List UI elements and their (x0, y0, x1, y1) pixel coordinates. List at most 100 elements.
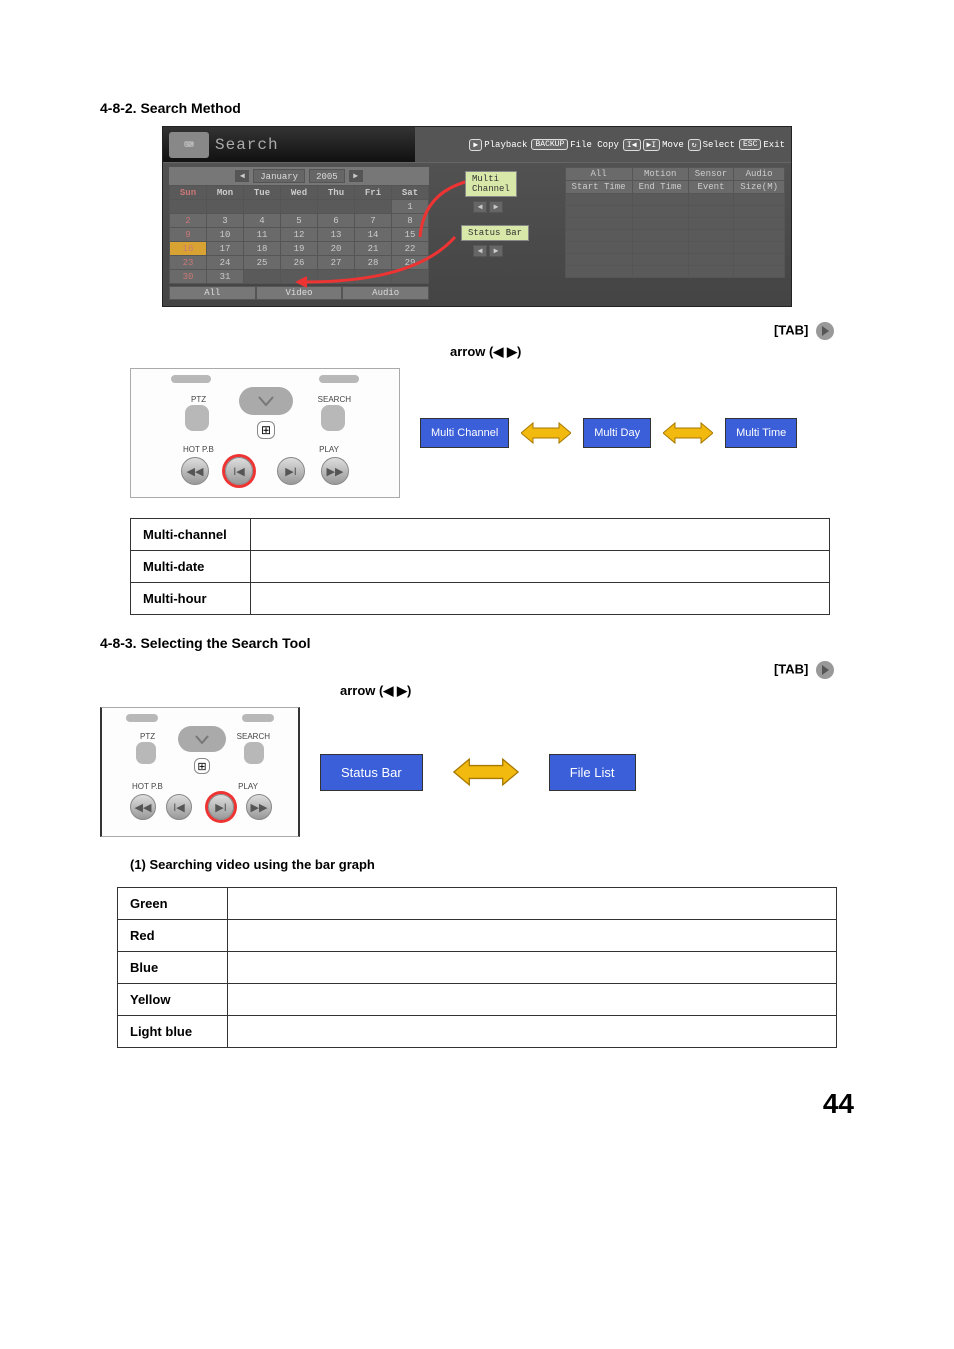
right-arrow-icon: ▶ (489, 245, 503, 257)
flow-box-multi-channel: Multi Channel (420, 418, 509, 448)
calendar-row: 2345678 (170, 214, 429, 228)
hint-text: Exit (763, 140, 785, 150)
calendar-day (170, 200, 207, 214)
calendar-day[interactable]: 30 (170, 270, 207, 284)
definition-term: Multi-hour (131, 583, 251, 615)
prev-month-icon[interactable]: ◀ (235, 170, 249, 182)
double-arrow-icon (451, 754, 521, 790)
ptz-button (136, 742, 156, 764)
calendar-day (281, 200, 318, 214)
dvr-search-ui: ⌨ Search ▶Playback BACKUPFile Copy I◀▶IM… (162, 126, 792, 307)
calendar-day[interactable]: 27 (318, 256, 355, 270)
calendar-day[interactable]: 29 (392, 256, 429, 270)
status-bar-tag: Status Bar (461, 225, 529, 241)
calendar-weekday: Tue (244, 186, 281, 200)
calendar-day[interactable]: 6 (318, 214, 355, 228)
top-bumper (242, 714, 274, 722)
ptz-button (185, 405, 209, 431)
left-arrow-icon: ◀ (473, 201, 487, 213)
calendar-day[interactable]: 17 (207, 242, 244, 256)
calendar-tab[interactable]: Audio (342, 286, 429, 300)
forward-button: ▶▶ (246, 794, 272, 820)
calendar-day[interactable]: 18 (244, 242, 281, 256)
rewind-button: ◀◀ (130, 794, 156, 820)
calendar-weekday: Sat (392, 186, 429, 200)
diagram-row-1: PTZ SEARCH ⊞ HOT P.B PLAY ◀◀ I◀ ▶I ▶▶ Mu… (130, 368, 854, 498)
calendar-day[interactable]: 1 (392, 200, 429, 214)
calendar-day[interactable]: 24 (207, 256, 244, 270)
calendar-day[interactable]: 2 (170, 214, 207, 228)
forward-button: ▶▶ (321, 457, 349, 485)
file-table-header: Size(M) (734, 181, 785, 194)
hint-select: ↻Select (688, 139, 735, 151)
remote-diagram-1: PTZ SEARCH ⊞ HOT P.B PLAY ◀◀ I◀ ▶I ▶▶ (130, 368, 400, 498)
calendar-tab[interactable]: Video (256, 286, 343, 300)
calendar-day[interactable]: 10 (207, 228, 244, 242)
table-row: Light blue (118, 1016, 837, 1048)
calendar-tab[interactable]: All (169, 286, 256, 300)
calendar-day (355, 270, 392, 284)
color-name: Green (118, 888, 228, 920)
calendar-day (281, 270, 318, 284)
calendar-year[interactable]: 2005 (309, 169, 345, 183)
search-label: SEARCH (318, 395, 351, 404)
calendar-day[interactable]: 8 (392, 214, 429, 228)
file-table-header[interactable]: All (565, 168, 632, 181)
calendar-day[interactable]: 7 (355, 214, 392, 228)
calendar-day[interactable]: 23 (170, 256, 207, 270)
table-row: Red (118, 920, 837, 952)
table-row: Multi-channel (131, 519, 830, 551)
calendar-day[interactable]: 14 (355, 228, 392, 242)
calendar: ◀ January 2005 ▶ SunMonTueWedThuFriSat 1… (169, 167, 429, 300)
hint-text: Select (703, 140, 735, 150)
calendar-day[interactable]: 9 (170, 228, 207, 242)
calendar-day (318, 270, 355, 284)
file-table-header: Event (688, 181, 733, 194)
calendar-day[interactable]: 28 (355, 256, 392, 270)
calendar-day[interactable]: 21 (355, 242, 392, 256)
calendar-day[interactable]: 3 (207, 214, 244, 228)
hint-playback: ▶Playback (469, 139, 527, 151)
next-month-icon[interactable]: ▶ (349, 170, 363, 182)
calendar-day[interactable]: 20 (318, 242, 355, 256)
calendar-nav: ◀ January 2005 ▶ (169, 167, 429, 185)
calendar-day[interactable]: 31 (207, 270, 244, 284)
calendar-day[interactable]: 22 (392, 242, 429, 256)
dvr-icon: ⌨ (169, 132, 209, 158)
calendar-day[interactable]: 4 (244, 214, 281, 228)
definition-desc (251, 583, 830, 615)
page-number: 44 (100, 1088, 854, 1120)
calendar-row: 3031 (170, 270, 429, 284)
calendar-day (207, 200, 244, 214)
right-arrow-icon: ▶ (489, 201, 503, 213)
color-desc (228, 1016, 837, 1048)
calendar-day[interactable]: 12 (281, 228, 318, 242)
calendar-day[interactable]: 5 (281, 214, 318, 228)
calendar-day[interactable]: 25 (244, 256, 281, 270)
file-table-header[interactable]: Audio (734, 168, 785, 181)
calendar-row: 9101112131415 (170, 228, 429, 242)
dvr-right-pane: Multi Channel ◀▶ Status Bar ◀▶ AllMotion… (435, 167, 785, 300)
calendar-day[interactable]: 19 (281, 242, 318, 256)
search-button (244, 742, 264, 764)
top-bumper (126, 714, 158, 722)
file-table-header: End Time (632, 181, 688, 194)
calendar-day[interactable]: 16 (170, 242, 207, 256)
color-desc (228, 888, 837, 920)
table-row: Multi-date (131, 551, 830, 583)
calendar-day[interactable]: 26 (281, 256, 318, 270)
flow-box-multi-day: Multi Day (583, 418, 651, 448)
table-row (565, 242, 784, 254)
arrow-label-1: arrow (◀ ▶) (450, 344, 854, 360)
file-table-header[interactable]: Motion (632, 168, 688, 181)
color-desc (228, 920, 837, 952)
top-bumper (171, 375, 211, 383)
calendar-day (244, 200, 281, 214)
calendar-day[interactable]: 11 (244, 228, 281, 242)
calendar-day[interactable]: 15 (392, 228, 429, 242)
calendar-month[interactable]: January (253, 169, 305, 183)
file-table-header[interactable]: Sensor (688, 168, 733, 181)
calendar-day[interactable]: 13 (318, 228, 355, 242)
color-desc (228, 984, 837, 1016)
table-row: Green (118, 888, 837, 920)
